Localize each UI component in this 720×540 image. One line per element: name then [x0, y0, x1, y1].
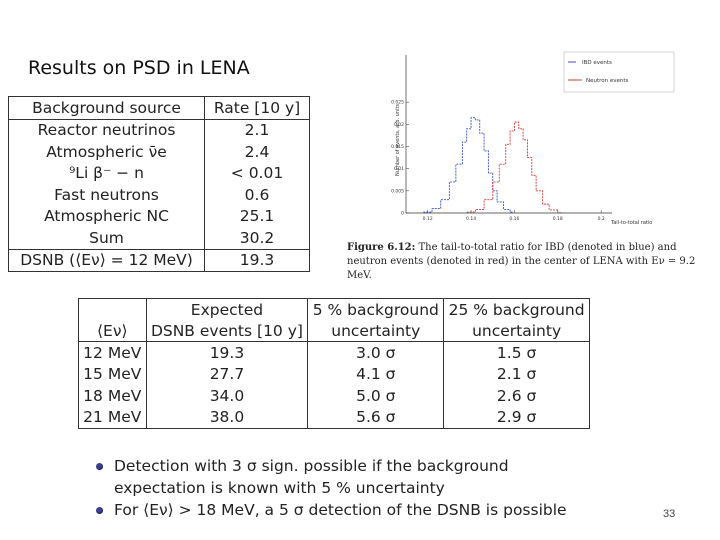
slide-title: Results on PSD in LENA: [28, 57, 250, 79]
plot-axes: [405, 55, 612, 214]
series-ibd-events: [423, 117, 514, 213]
cell: 3.0 σ: [307, 341, 444, 364]
cell: 27.7: [145, 363, 308, 385]
bullet-item: For ⟨Eν⟩ > 18 MeV, a 5 σ detection of th…: [96, 499, 567, 521]
dsnb-row: DSNB (⟨Eν⟩ = 12 MeV) 19.3: [8, 248, 310, 272]
bullet-item: Detection with 3 σ sign. possible if the…: [96, 455, 567, 499]
x-tick-label: 0.12: [423, 216, 433, 222]
bullet-dot-icon: [96, 463, 103, 470]
cell: 2.9 σ: [443, 406, 590, 429]
table-row: Atmospheric NC 25.1: [9, 205, 310, 227]
series-neutron-events: [466, 121, 561, 214]
y-tick-label: 0.005: [391, 188, 404, 194]
cell: 5.6 σ: [307, 406, 444, 429]
legend-ibd: IBD events: [582, 60, 612, 66]
table-row: Sum 30.2: [9, 227, 310, 249]
cell: 5.0 σ: [307, 385, 444, 407]
row-rate: 30.2: [204, 227, 310, 249]
bullet-dot-icon: [96, 507, 103, 514]
bullet-list: Detection with 3 σ sign. possible if the…: [96, 455, 567, 521]
row-rate: 2.4: [204, 141, 310, 163]
cell: 21 MeV: [83, 408, 142, 427]
x-tick-label: 0.2: [598, 216, 605, 222]
y-ticks: 0 0.005 0.01 0.015 0.02 0.025: [391, 100, 409, 217]
header-cell: 25 % background: [443, 298, 590, 320]
y-tick-label: 0.015: [391, 144, 404, 150]
caption-text: The tail-to-total ratio for IBD (denoted…: [347, 242, 696, 281]
table-row: 15 MeV 27.7 4.1 σ 2.1 σ: [79, 363, 590, 385]
row-source: ⁹Li β⁻ − n: [69, 164, 144, 183]
row-rate: 0.6: [204, 184, 310, 206]
cell: 38.0: [145, 406, 308, 429]
table-row: 21 MeV 38.0 5.6 σ 2.9 σ: [79, 406, 590, 429]
y-tick-label: 0.025: [391, 100, 404, 106]
header-cell: ⟨Eν⟩: [78, 320, 147, 342]
header-cell: 5 % background: [307, 298, 444, 320]
row-source: Sum: [89, 228, 124, 247]
table-row: Fast neutrons 0.6: [9, 184, 310, 206]
table-header-row: Expected 5 % background 25 % background: [79, 298, 590, 321]
bullet-line: For ⟨Eν⟩ > 18 MeV, a 5 σ detection of th…: [114, 501, 567, 519]
y-tick-label: 0: [401, 211, 404, 217]
row-source: Atmospheric NC: [44, 207, 169, 226]
bullet-text: Detection with 3 σ sign. possible if the…: [114, 455, 509, 499]
bullet-text: For ⟨Eν⟩ > 18 MeV, a 5 σ detection of th…: [114, 499, 567, 521]
cell: 1.5 σ: [443, 341, 590, 364]
cell: 34.0: [145, 385, 308, 407]
cell: 15 MeV: [83, 365, 142, 384]
row-source: Atmospheric ν̄e: [46, 142, 167, 161]
bullet-line: expectation is known with 5 % uncertaint…: [114, 479, 445, 497]
psd-histogram: Number of events, arb. units 00.0050.010…: [386, 50, 676, 228]
header-cell: DSNB events [10 y]: [145, 320, 308, 342]
cell: 12 MeV: [83, 343, 142, 362]
table-row: Reactor neutrinos 2.1: [9, 119, 310, 141]
bullet-line: Detection with 3 σ sign. possible if the…: [114, 457, 509, 475]
row-source: Reactor neutrinos: [37, 121, 176, 140]
table-row: 12 MeV 19.3 3.0 σ 1.5 σ: [79, 341, 590, 364]
caption-label: Figure 6.12:: [347, 242, 416, 253]
table-header-row: Background source Rate [10 y]: [8, 96, 310, 120]
x-tick-label: 0.18: [553, 216, 563, 222]
header-cell: Expected: [145, 298, 308, 320]
x-axis-label: Tail-to-total ratio: [610, 220, 652, 226]
table-row: Atmospheric ν̄e 2.4: [9, 141, 310, 163]
legend-neutron: Neutron events: [586, 78, 629, 84]
cell: 18 MeV: [83, 386, 142, 405]
legend: IBD events Neutron events: [563, 51, 675, 93]
x-tick-label: 0.14: [466, 216, 476, 222]
row-rate: 2.1: [204, 119, 310, 141]
row-rate: 19.3: [204, 248, 310, 272]
cell: 2.1 σ: [443, 363, 590, 385]
header-cell: uncertainty: [307, 320, 444, 342]
row-rate: 25.1: [204, 205, 310, 227]
x-tick-label: 0.16: [509, 216, 519, 222]
cell: 4.1 σ: [307, 363, 444, 385]
figure-caption: Figure 6.12: The tail-to-total ratio for…: [347, 241, 712, 283]
table-header-row: ⟨Eν⟩ DSNB events [10 y] uncertainty unce…: [78, 320, 590, 342]
y-tick-label: 0.01: [394, 166, 404, 172]
header-source: Background source: [8, 96, 205, 120]
y-tick-label: 0.02: [394, 122, 404, 128]
header-cell: [79, 299, 147, 321]
table-row: ⁹Li β⁻ − n < 0.01: [9, 162, 310, 184]
cell: 19.3: [145, 341, 308, 364]
background-table: Background source Rate [10 y] Reactor ne…: [8, 96, 310, 272]
table-row: 18 MeV 34.0 5.0 σ 2.6 σ: [79, 385, 590, 407]
y-axis-label: Number of events, arb. units: [395, 104, 401, 176]
cell: 2.6 σ: [443, 385, 590, 407]
page-number: 33: [663, 508, 676, 520]
row-source: DSNB (⟨Eν⟩ = 12 MeV): [8, 248, 205, 272]
header-rate: Rate [10 y]: [204, 96, 310, 120]
header-cell: uncertainty: [443, 320, 590, 342]
row-rate: < 0.01: [204, 162, 310, 184]
sensitivity-table: Expected 5 % background 25 % background …: [78, 298, 590, 429]
row-source: Fast neutrons: [54, 185, 159, 204]
